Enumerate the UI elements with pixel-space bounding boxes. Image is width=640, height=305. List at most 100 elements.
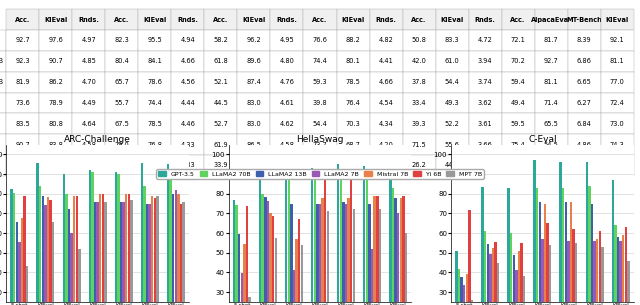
Bar <box>368 203 371 305</box>
Bar <box>154 198 156 305</box>
Bar <box>508 188 510 305</box>
Bar <box>612 180 614 305</box>
Bar <box>617 237 619 305</box>
Bar <box>24 196 26 305</box>
Bar <box>591 203 593 305</box>
Bar <box>523 276 525 305</box>
Bar <box>319 203 321 305</box>
Bar <box>104 202 107 305</box>
Bar <box>125 194 127 305</box>
Bar <box>290 203 292 305</box>
Legend: GPT-3.5, LLaMA2 70B, LLaMA2 13B, LLaMA2 7B, Mistral 7B, Yi 6B, MPT 7B: GPT-3.5, LLaMA2 70B, LLaMA2 13B, LLaMA2 … <box>156 169 484 179</box>
Bar <box>243 244 246 305</box>
Bar <box>70 233 73 305</box>
Bar <box>494 242 497 305</box>
Bar <box>371 249 373 305</box>
Bar <box>533 160 536 305</box>
Bar <box>353 210 355 305</box>
Bar <box>26 266 28 305</box>
Bar <box>326 211 329 305</box>
Bar <box>15 222 18 305</box>
Bar <box>127 194 130 305</box>
Bar <box>175 190 177 305</box>
Bar <box>285 176 287 305</box>
Bar <box>539 202 541 305</box>
Bar <box>248 297 251 305</box>
Bar <box>348 198 350 305</box>
Bar <box>141 163 143 305</box>
Bar <box>287 174 290 305</box>
Bar <box>321 198 324 305</box>
Bar <box>461 277 463 305</box>
Bar <box>44 205 47 305</box>
Bar <box>596 239 598 305</box>
Bar <box>156 196 159 305</box>
Bar <box>65 194 67 305</box>
Bar <box>562 188 564 305</box>
Bar <box>10 189 13 305</box>
Bar <box>376 196 378 305</box>
Bar <box>497 263 499 305</box>
Bar <box>402 196 404 305</box>
Bar <box>262 194 264 305</box>
Bar <box>342 202 345 305</box>
Bar <box>374 196 376 305</box>
Bar <box>148 203 151 305</box>
Title: C-Eval: C-Eval <box>528 135 557 144</box>
Bar <box>559 162 562 305</box>
Bar <box>399 198 402 305</box>
Bar <box>564 202 567 305</box>
Bar <box>259 178 261 305</box>
Bar <box>170 172 172 305</box>
Bar <box>588 186 591 305</box>
Bar <box>455 251 458 305</box>
Bar <box>345 203 348 305</box>
Bar <box>492 249 494 305</box>
Bar <box>102 194 104 305</box>
Bar <box>463 285 465 305</box>
Bar <box>620 241 622 305</box>
Bar <box>97 202 99 305</box>
Bar <box>458 268 460 305</box>
Bar <box>547 223 549 305</box>
Bar <box>536 188 538 305</box>
Bar <box>182 202 185 305</box>
Bar <box>246 206 248 305</box>
Bar <box>241 273 243 305</box>
Bar <box>466 274 468 305</box>
Title: HellaSwag: HellaSwag <box>296 135 344 144</box>
Bar <box>233 200 236 305</box>
Bar <box>601 247 604 305</box>
Bar <box>340 178 342 305</box>
Bar <box>337 164 339 305</box>
Bar <box>146 203 148 305</box>
Bar <box>515 271 518 305</box>
Bar <box>272 216 275 305</box>
Bar <box>99 194 101 305</box>
Bar <box>21 218 23 305</box>
Bar <box>471 300 474 305</box>
Bar <box>316 203 319 305</box>
Title: ARC-Challenge: ARC-Challenge <box>64 135 131 144</box>
Bar <box>115 172 117 305</box>
Bar <box>47 197 49 305</box>
Bar <box>389 172 392 305</box>
Bar <box>593 241 596 305</box>
Bar <box>484 231 486 305</box>
Bar <box>486 244 489 305</box>
Bar <box>541 239 543 305</box>
Bar <box>379 210 381 305</box>
Bar <box>49 200 52 305</box>
Bar <box>468 210 470 305</box>
Bar <box>314 180 316 305</box>
Bar <box>567 241 570 305</box>
Bar <box>518 251 520 305</box>
Bar <box>549 245 552 305</box>
Bar <box>42 196 44 305</box>
Bar <box>363 166 365 305</box>
Bar <box>73 196 76 305</box>
Bar <box>292 271 295 305</box>
Bar <box>627 261 630 305</box>
Bar <box>264 197 266 305</box>
Bar <box>36 163 39 305</box>
